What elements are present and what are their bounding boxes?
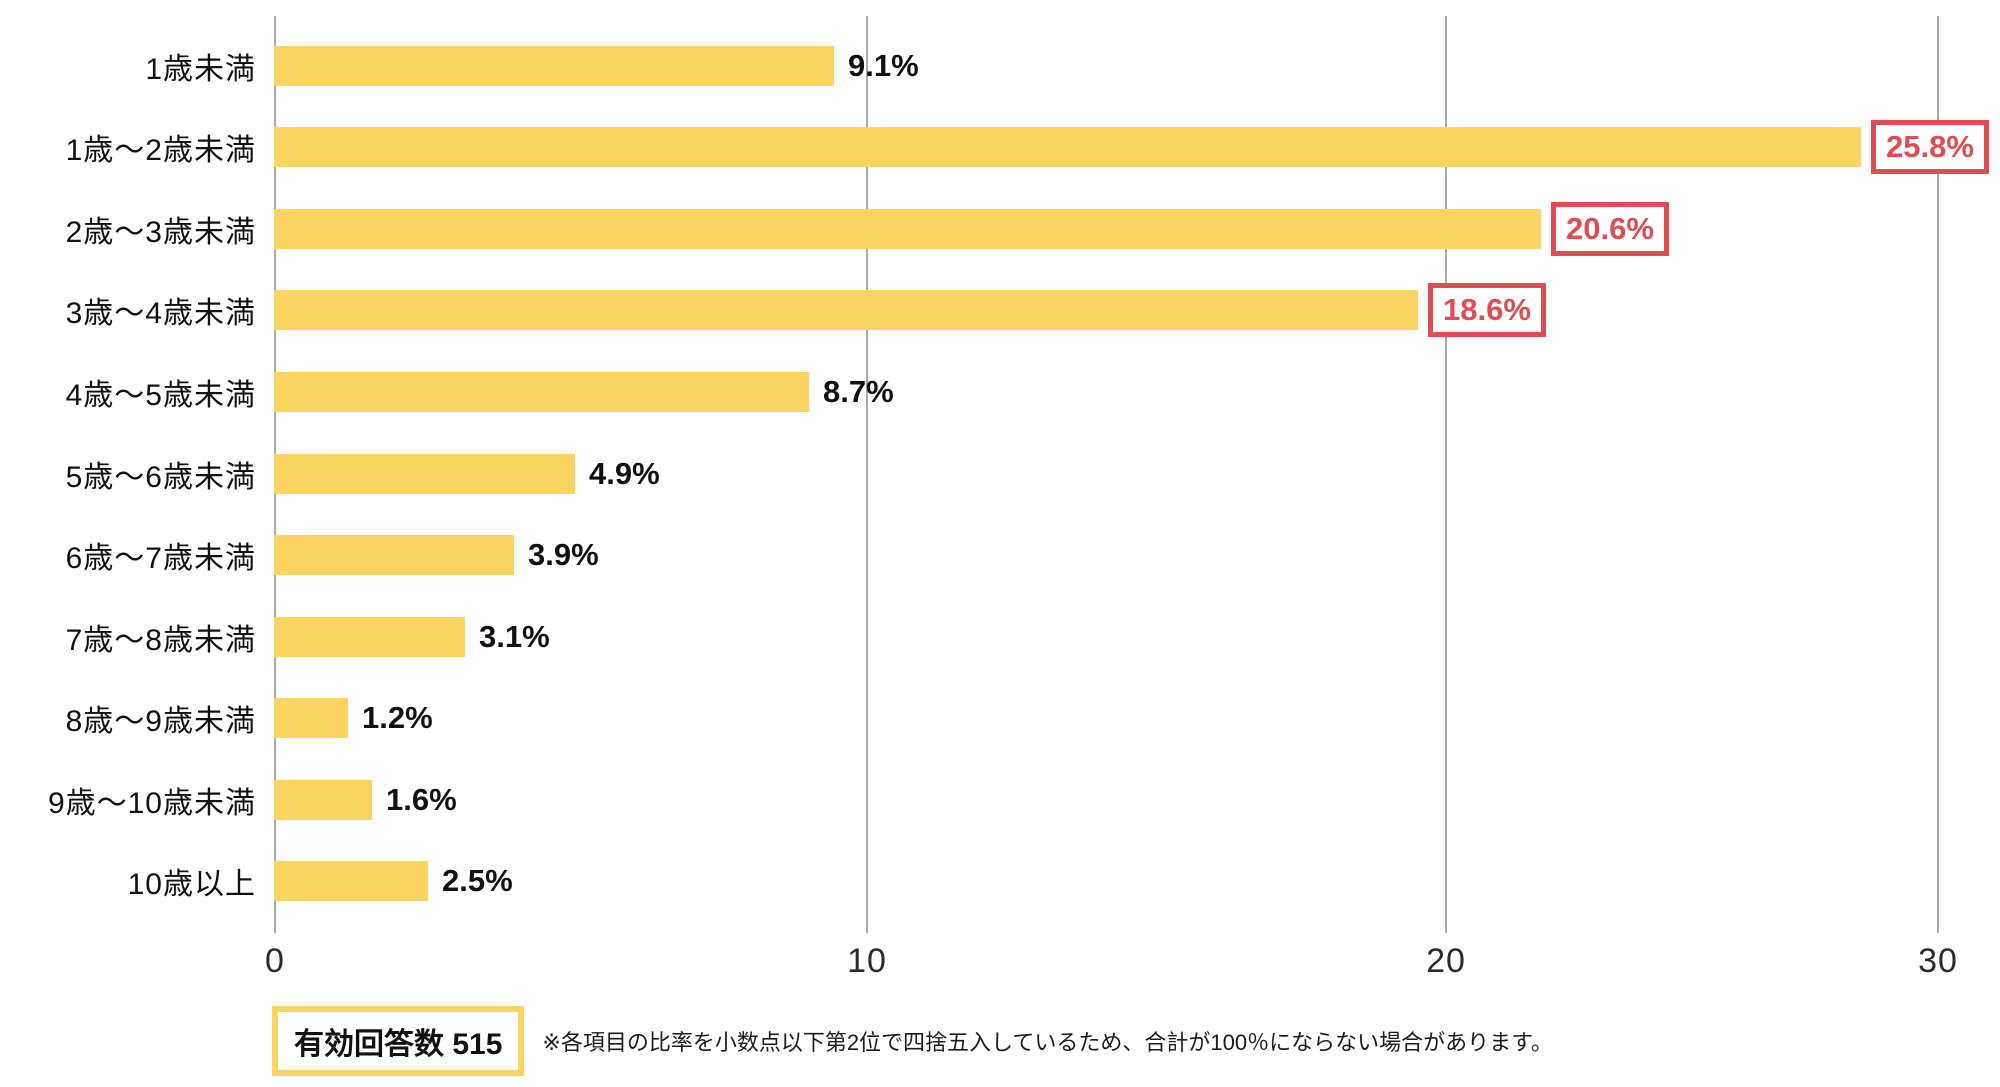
bar-row: 1歳〜2歳未満 25.8% (0, 107, 2000, 189)
category-label: 1歳〜2歳未満 (65, 134, 256, 168)
bar-track: 1.6% (274, 759, 2000, 841)
bar-track: 25.8% (274, 107, 2000, 189)
bar (274, 698, 348, 739)
category-label: 2歳〜3歳未満 (65, 215, 256, 249)
bar-row: 8歳〜9歳未満 1.2% (0, 677, 2000, 759)
bar-track: 18.6% (274, 270, 2000, 352)
bar (274, 45, 834, 86)
x-axis: 0 10 20 30 (0, 942, 2000, 990)
value-label: 8.7% (823, 373, 894, 409)
bar (274, 453, 575, 494)
value-label-highlighted: 20.6% (1551, 201, 1669, 256)
bar (274, 616, 465, 657)
value-label-highlighted: 25.8% (1871, 120, 1989, 175)
category-label: 9歳〜10歳未満 (47, 786, 256, 820)
bar-track: 3.1% (274, 596, 2000, 678)
bar-row: 2歳〜3歳未満 20.6% (0, 188, 2000, 270)
value-label-highlighted: 18.6% (1428, 283, 1546, 338)
bar (274, 371, 809, 412)
category-label: 5歳〜6歳未満 (65, 460, 256, 494)
value-label: 9.1% (848, 47, 919, 83)
bar-track: 1.2% (274, 677, 2000, 759)
footer: 有効回答数 515 ※各項目の比率を小数点以下第2位で四捨五入しているため、合計… (272, 1006, 1553, 1076)
bar-row: 5歳〜6歳未満 4.9% (0, 433, 2000, 515)
bar-row: 4歳〜5歳未満 8.7% (0, 351, 2000, 433)
gridline-x-30 (1937, 16, 1939, 933)
bar (274, 290, 1418, 331)
category-label: 1歳未満 (145, 52, 256, 86)
value-label: 4.9% (589, 455, 660, 491)
bar (274, 535, 514, 576)
value-label: 2.5% (442, 863, 513, 899)
value-label: 3.9% (528, 537, 599, 573)
bar-row: 1歳未満 9.1% (0, 25, 2000, 107)
bar-track: 2.5% (274, 840, 2000, 922)
bar (274, 861, 428, 902)
category-label: 4歳〜5歳未満 (65, 378, 256, 412)
category-label: 6歳〜7歳未満 (65, 542, 256, 576)
bar (274, 208, 1541, 249)
bar-row: 6歳〜7歳未満 3.9% (0, 514, 2000, 596)
x-axis-tick-label: 10 (847, 942, 887, 980)
category-label: 10歳以上 (127, 868, 256, 902)
value-label: 3.1% (479, 618, 550, 654)
category-label: 3歳〜4歳未満 (65, 297, 256, 331)
bar-row: 10歳以上 2.5% (0, 840, 2000, 922)
x-axis-tick-label: 20 (1426, 942, 1466, 980)
bar-track: 4.9% (274, 433, 2000, 515)
bar (274, 127, 1861, 168)
bar-row: 7歳〜8歳未満 3.1% (0, 596, 2000, 678)
bar (274, 779, 372, 820)
bar-track: 3.9% (274, 514, 2000, 596)
bar-track: 9.1% (274, 25, 2000, 107)
bar-row: 9歳〜10歳未満 1.6% (0, 759, 2000, 841)
bar-track: 8.7% (274, 351, 2000, 433)
bar-rows: 1歳未満 9.1% 1歳〜2歳未満 25.8% 2歳〜3歳未満 20.6% 3歳〜4歳未満 1… (0, 25, 2000, 922)
gridline-x-10 (866, 16, 868, 933)
value-label: 1.6% (386, 781, 457, 817)
x-axis-tick-label: 30 (1918, 942, 1958, 980)
value-label: 1.2% (362, 700, 433, 736)
category-label: 7歳〜8歳未満 (65, 623, 256, 657)
valid-responses-box: 有効回答数 515 (272, 1006, 525, 1076)
gridline-x-20 (1445, 16, 1447, 933)
x-axis-tick-label: 0 (265, 942, 285, 980)
bar-row: 3歳〜4歳未満 18.6% (0, 270, 2000, 352)
rounding-note: ※各項目の比率を小数点以下第2位で四捨五入しているため、合計が100％にならない… (542, 1030, 1553, 1055)
category-label: 8歳〜9歳未満 (65, 705, 256, 739)
bar-track: 20.6% (274, 188, 2000, 270)
